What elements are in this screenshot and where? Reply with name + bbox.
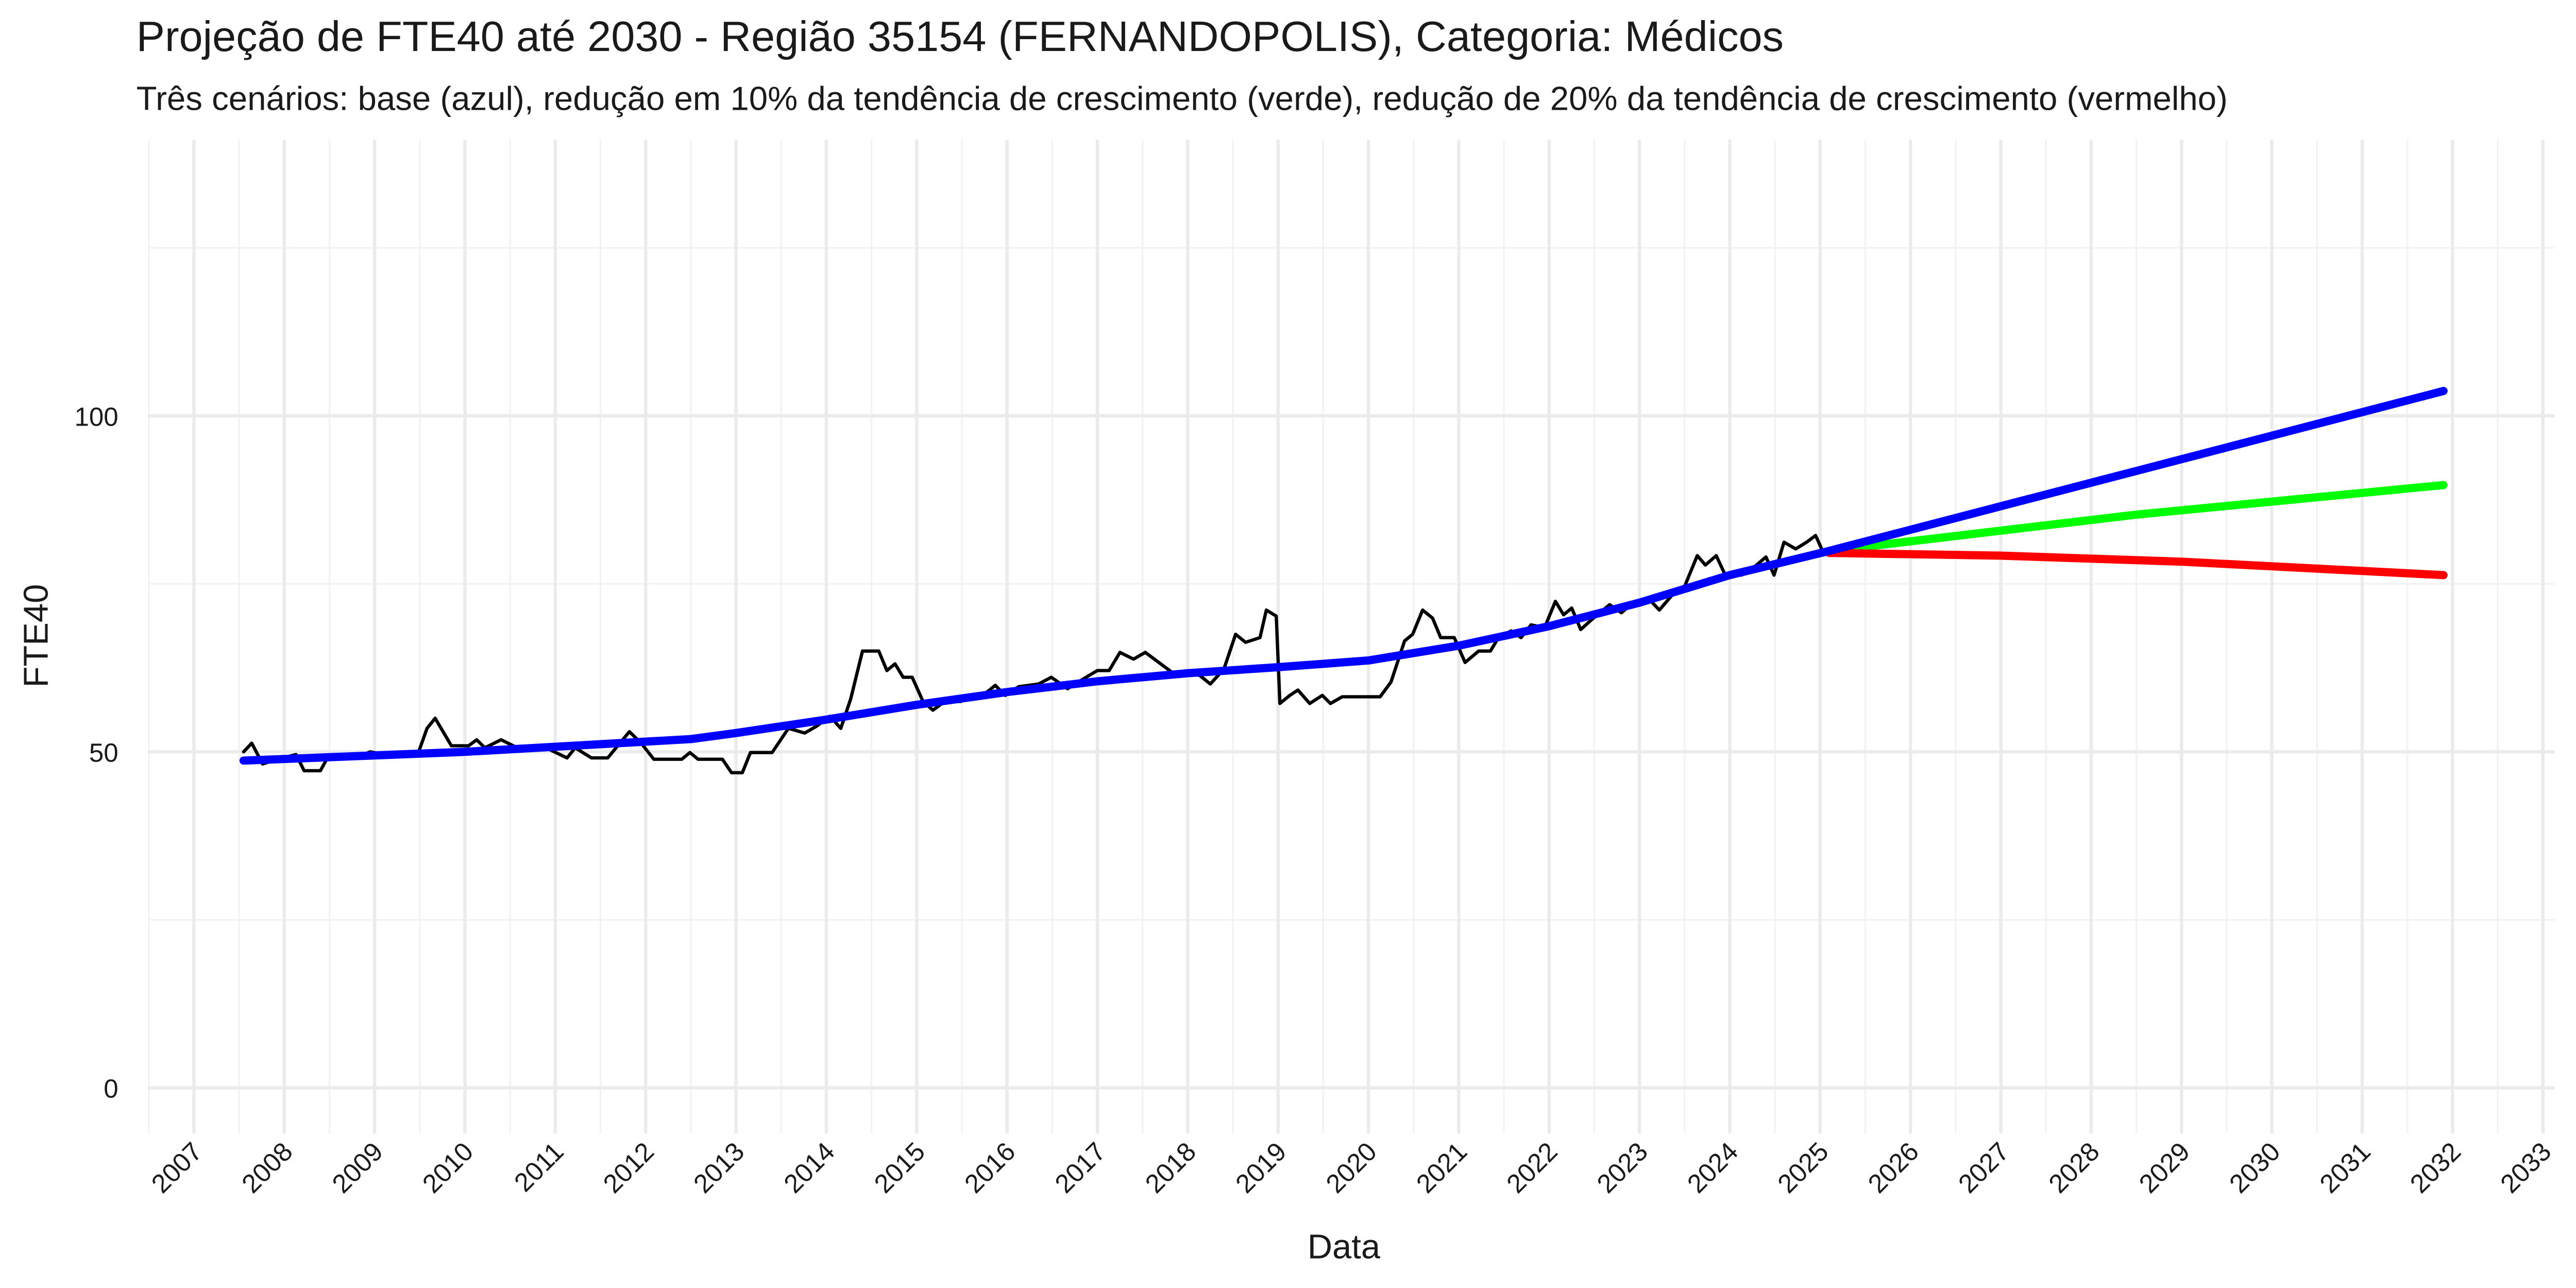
y-tick-label: 0 — [104, 1074, 118, 1104]
chart-title: Projeção de FTE40 até 2030 - Região 3515… — [137, 12, 1784, 60]
grid — [147, 140, 2555, 1134]
x-axis-label: Data — [1308, 1228, 1381, 1266]
chart-subtitle: Três cenários: base (azul), redução em 1… — [137, 80, 2228, 117]
series-line — [1825, 549, 2448, 580]
plot-lines — [239, 386, 2448, 774]
y-tick-label: 100 — [74, 402, 118, 431]
series-line — [239, 386, 2448, 765]
series-line — [1825, 481, 2448, 555]
y-tick-label: 50 — [89, 738, 118, 767]
y-axis-label: FTE40 — [16, 584, 55, 688]
